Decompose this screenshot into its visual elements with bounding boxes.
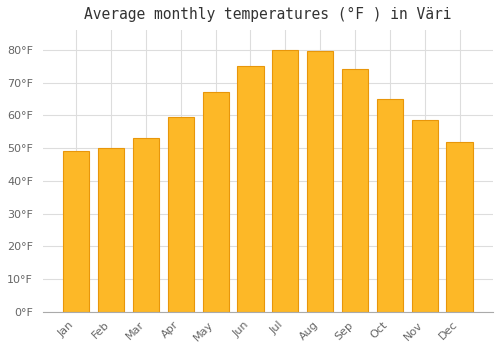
Bar bbox=[238, 66, 264, 312]
Bar bbox=[168, 117, 194, 312]
Bar bbox=[133, 138, 159, 312]
Title: Average monthly temperatures (°F ) in Väri: Average monthly temperatures (°F ) in Vä… bbox=[84, 7, 452, 22]
Bar bbox=[412, 120, 438, 312]
Bar bbox=[377, 99, 403, 312]
Bar bbox=[446, 141, 472, 312]
Bar bbox=[202, 92, 228, 312]
Bar bbox=[63, 151, 90, 312]
Bar bbox=[342, 69, 368, 312]
Bar bbox=[307, 51, 333, 312]
Bar bbox=[272, 50, 298, 312]
Bar bbox=[98, 148, 124, 312]
